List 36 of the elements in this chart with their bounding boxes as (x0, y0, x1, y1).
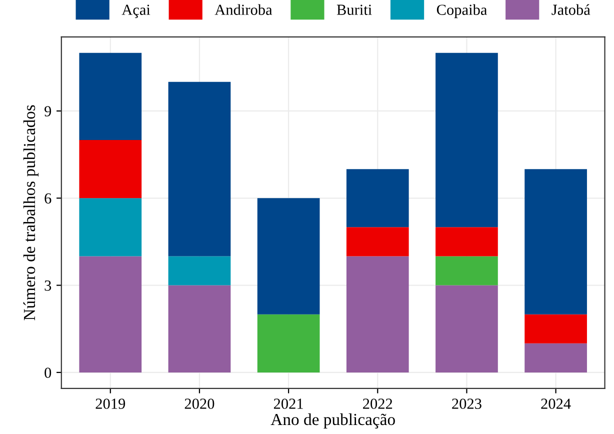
y-tick-label: 0 (44, 368, 52, 378)
bar (346, 256, 409, 372)
bar (79, 52, 142, 140)
x-tick-label: 2024 (541, 398, 571, 409)
bar (168, 256, 231, 286)
y-axis-title: Número de trabalhos publicados (23, 105, 38, 320)
x-tick-label: 2020 (184, 398, 214, 409)
x-tick-label: 2021 (274, 398, 303, 409)
bar (79, 198, 142, 256)
bar (436, 256, 498, 286)
bar (79, 256, 142, 372)
bar (79, 140, 142, 198)
y-tick-label: 6 (44, 193, 52, 204)
legend-label: Jatobá (552, 4, 590, 15)
bar (168, 82, 231, 256)
bar (436, 285, 498, 372)
legend-label: Açai (122, 4, 150, 18)
x-tick-label: 2022 (363, 398, 392, 409)
bar (524, 314, 587, 344)
legend-label: Copaiba (436, 4, 488, 18)
bar (346, 169, 409, 228)
bar (524, 343, 587, 372)
bar (524, 169, 587, 314)
x-axis-title: Ano de publicação (270, 413, 395, 429)
bar (257, 198, 320, 314)
bar (436, 52, 498, 228)
bar (257, 314, 320, 372)
x-tick-label: 2023 (452, 398, 482, 409)
bar (436, 227, 498, 256)
bar (168, 285, 231, 372)
x-tick-label: 2019 (96, 398, 126, 409)
legend-label: Andiroba (214, 4, 272, 15)
bar (346, 227, 409, 256)
y-tick-label: 3 (44, 280, 52, 291)
legend-label: Buriti (336, 4, 372, 15)
y-tick-label: 9 (44, 106, 52, 116)
